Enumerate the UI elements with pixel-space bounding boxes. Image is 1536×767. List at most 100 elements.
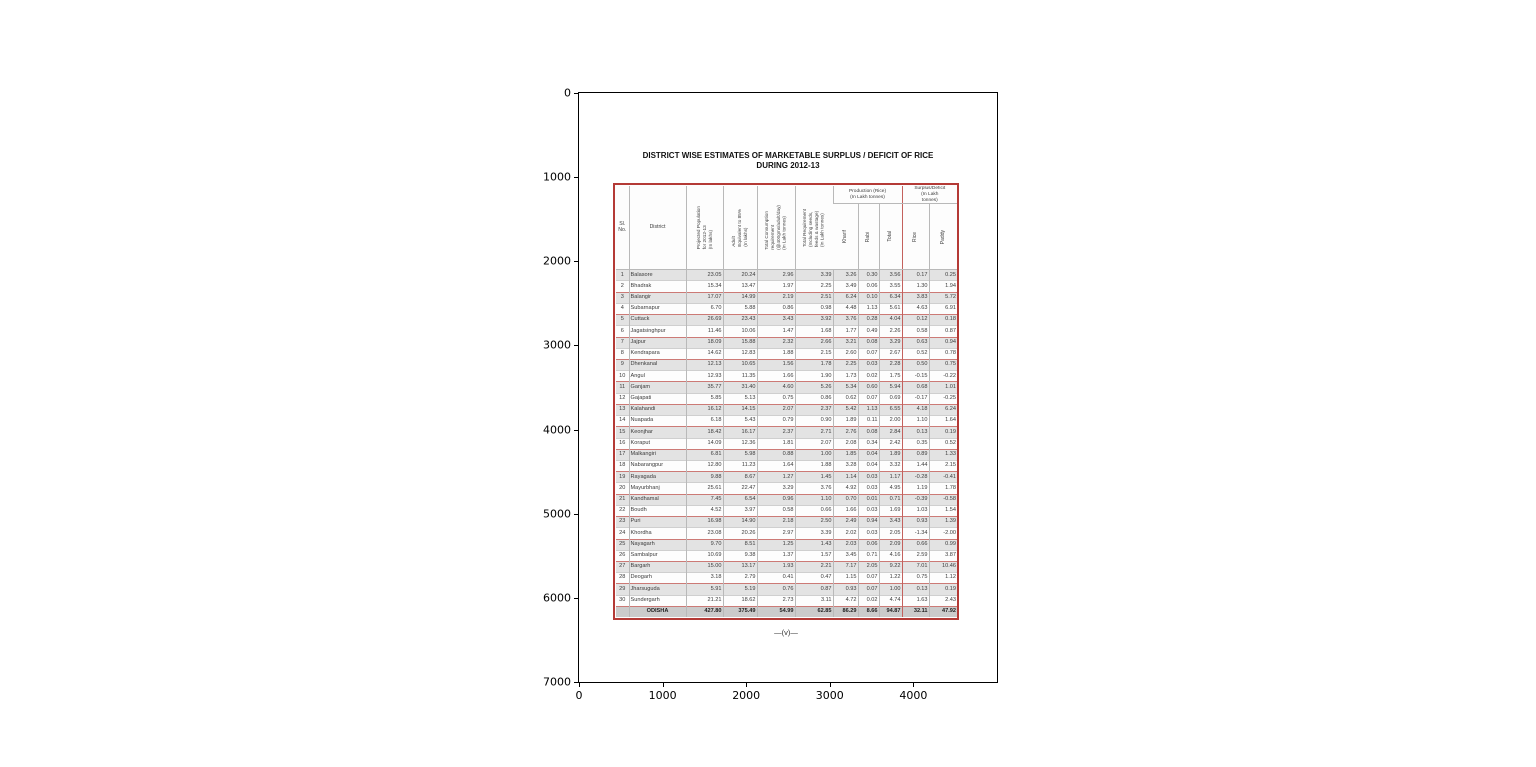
table-cell: 1.94 bbox=[928, 280, 958, 293]
table-cell bbox=[616, 606, 629, 617]
header-rabi: Rabi bbox=[857, 203, 879, 271]
table-cell: 1.14 bbox=[832, 471, 858, 483]
table-cell: 0.19 bbox=[928, 426, 958, 439]
table-row: 7 Jajpur 18.09 15.88 2.32 2.66 3.21 0.08 3.29 0.6… bbox=[616, 337, 958, 349]
table-cell: 14.90 bbox=[722, 516, 757, 528]
table-cell: 3.32 bbox=[878, 460, 903, 472]
table-row: 9 Dhenkanal 12.13 10.65 1.56 1.78 2.25 0.03 2.28… bbox=[616, 359, 958, 371]
table-row: 21 Kandhamal 7.45 6.54 0.96 1.10 0.70 0.01 0.71-… bbox=[616, 494, 958, 506]
table-cell: 4 bbox=[620, 305, 624, 312]
table-cell: 21.21 bbox=[685, 595, 723, 607]
table-cell: 1.00 bbox=[878, 583, 903, 596]
table-cell: 0.30 bbox=[857, 269, 879, 281]
y-tick-label: 3000 bbox=[543, 338, 571, 352]
table-cell: 0.17 bbox=[901, 269, 930, 281]
table-cell: 4.95 bbox=[878, 482, 903, 495]
table-cell: 0.52 bbox=[928, 438, 958, 450]
table-cell: 0.47 bbox=[794, 572, 833, 584]
table-row: 8 Kendrapara 14.62 12.83 1.88 2.15 2.60 0.07 2.6… bbox=[616, 348, 958, 360]
table-cell: 23.08 bbox=[685, 527, 723, 539]
table-cell: 6.91 bbox=[928, 303, 958, 315]
table-cell: ODISHA bbox=[628, 606, 686, 617]
table-cell: 0.03 bbox=[857, 359, 879, 371]
table-cell: 0.87 bbox=[794, 583, 833, 596]
table-cell: 0.11 bbox=[857, 415, 879, 427]
table-cell: 15.00 bbox=[685, 561, 723, 573]
document-title-line2: DURING 2012-13 bbox=[756, 161, 820, 171]
x-tick-mark bbox=[579, 682, 580, 687]
table-cell: 3.76 bbox=[794, 482, 833, 495]
table-cell: 3.56 bbox=[878, 269, 903, 281]
table-cell: 1.73 bbox=[832, 370, 858, 382]
y-tick-label: 5000 bbox=[543, 507, 571, 521]
table-cell: 1.97 bbox=[756, 280, 795, 293]
table-cell: 14.15 bbox=[722, 404, 757, 416]
table-cell: 0.68 bbox=[901, 381, 930, 394]
table-cell: Puri bbox=[628, 516, 686, 528]
table-cell: 26.69 bbox=[685, 314, 723, 326]
table-cell: Mayurbhanj bbox=[628, 482, 686, 495]
table-cell: 3.21 bbox=[832, 337, 858, 349]
table-cell: 3.83 bbox=[901, 292, 930, 304]
table-cell: 15 bbox=[619, 428, 626, 435]
table-cell: 6.18 bbox=[685, 415, 723, 427]
table-cell: 13.17 bbox=[722, 561, 757, 573]
table-cell: 0.87 bbox=[928, 325, 958, 338]
table-cell: Subarnapur bbox=[628, 303, 686, 315]
table-row: 26 Sambalpur 10.69 9.38 1.37 1.57 3.45 0.71 4.16… bbox=[616, 550, 958, 562]
table-row: 25 Nayagarh 9.70 8.51 1.25 1.43 2.03 0.06 2.09 0.… bbox=[616, 539, 958, 551]
table-cell: 0.03 bbox=[857, 471, 879, 483]
table-cell: 6.24 bbox=[832, 292, 858, 304]
table-cell: 0.93 bbox=[901, 516, 930, 528]
table-cell: 0.07 bbox=[857, 572, 879, 584]
table-cell: 5.19 bbox=[722, 583, 757, 596]
table-cell: Malkangiri bbox=[628, 449, 686, 461]
table-cell: 0.02 bbox=[857, 370, 879, 382]
table-cell: Rayagada bbox=[628, 471, 686, 483]
table-cell: -0.39 bbox=[901, 494, 930, 506]
table-cell: 2.05 bbox=[857, 561, 879, 573]
table-cell: 2.26 bbox=[878, 325, 903, 338]
table-cell: 2.25 bbox=[794, 280, 833, 293]
header-adult-equivalent: Adult Equivalent to 85% (In lakhs) bbox=[722, 186, 757, 271]
y-tick-label: 2000 bbox=[543, 254, 571, 268]
table-row: 16 Koraput 14.09 12.36 1.81 2.07 2.08 0.34 2.42 0… bbox=[616, 438, 958, 450]
table-cell: 0.75 bbox=[928, 359, 958, 371]
table-cell: 4.74 bbox=[878, 595, 903, 607]
table-cell: 0.86 bbox=[794, 393, 833, 405]
table-cell: 6.54 bbox=[722, 494, 757, 506]
table-cell: 427.80 bbox=[685, 606, 723, 617]
page-marker: —(v)— bbox=[774, 628, 798, 637]
table-cell: 0.90 bbox=[794, 415, 833, 427]
table-cell: 12.93 bbox=[685, 370, 723, 382]
table-cell: 4.92 bbox=[832, 482, 858, 495]
table-cell: 1.88 bbox=[794, 460, 833, 472]
table-cell: 20 bbox=[619, 484, 626, 491]
plot-area: 0 1000 2000 3000 4000 5000 6000 7000 0 1000 2000 3… bbox=[543, 87, 998, 702]
table-cell: 21 bbox=[619, 495, 626, 502]
table-cell: Nabarangpur bbox=[628, 460, 686, 472]
table-cell: 1.19 bbox=[901, 482, 930, 495]
table-cell: 20.26 bbox=[722, 527, 757, 539]
table-cell: 13.47 bbox=[722, 280, 757, 293]
table-cell: 0.79 bbox=[756, 415, 795, 427]
table-cell: 1.93 bbox=[756, 561, 795, 573]
table-cell: 7 bbox=[620, 338, 624, 345]
table-cell: Koraput bbox=[628, 438, 686, 450]
table-cell: 0.86 bbox=[756, 303, 795, 315]
table-cell: 18.09 bbox=[685, 337, 723, 349]
table-cell: 13 bbox=[619, 406, 626, 413]
table-cell: 2.79 bbox=[722, 572, 757, 584]
table-row: 5 Cuttack 26.69 23.43 3.43 3.92 3.76 0.28 4.04 0.… bbox=[616, 314, 958, 326]
table-cell: 2.50 bbox=[794, 516, 833, 528]
table-cell: 2.02 bbox=[832, 527, 858, 539]
table-cell: 10.65 bbox=[722, 359, 757, 371]
table-cell: 0.75 bbox=[901, 572, 930, 584]
table-cell: Gajapati bbox=[628, 393, 686, 405]
table-cell: 5.13 bbox=[722, 393, 757, 405]
table-cell: 17.07 bbox=[685, 292, 723, 304]
y-tick-mark bbox=[574, 93, 579, 94]
table-cell: 6 bbox=[620, 327, 624, 334]
table-cell: 3.76 bbox=[832, 314, 858, 326]
table-cell: 11.35 bbox=[722, 370, 757, 382]
